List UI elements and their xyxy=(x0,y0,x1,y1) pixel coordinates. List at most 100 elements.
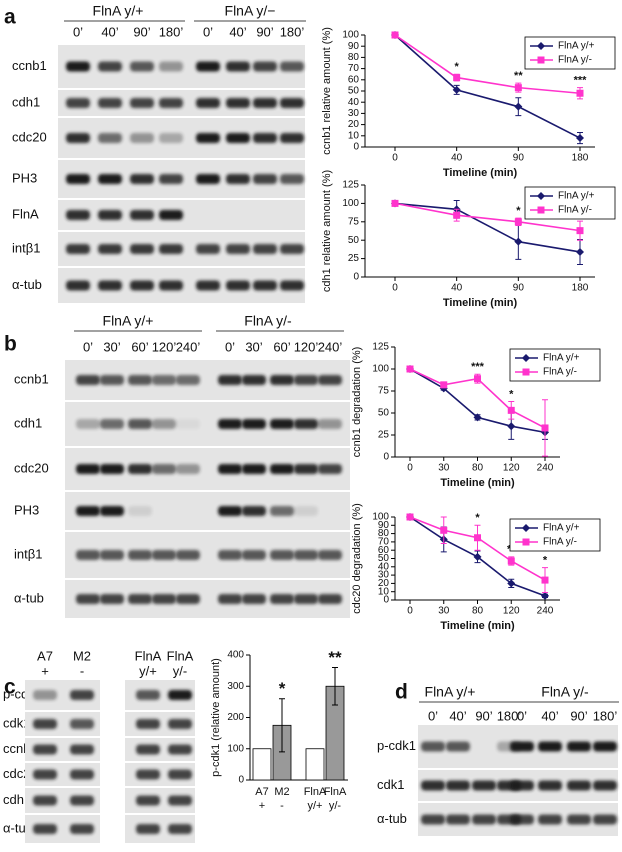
legend-box xyxy=(509,348,601,382)
marker xyxy=(507,422,516,431)
x-tick-label: + xyxy=(259,800,265,812)
lane-label: + xyxy=(41,663,49,678)
legend-label: FlnA y/+ xyxy=(543,353,580,364)
blot-band xyxy=(128,594,152,604)
row-label: cdh1 xyxy=(3,792,31,807)
lane-label: 40’ xyxy=(101,24,118,39)
blot-band xyxy=(270,506,294,516)
blot-band xyxy=(33,719,57,729)
blot-band xyxy=(421,780,445,791)
marker xyxy=(474,534,481,542)
blot-band xyxy=(318,419,342,429)
panel-label: d xyxy=(395,681,408,704)
marker xyxy=(576,247,584,256)
significance: *** xyxy=(574,75,588,87)
marker xyxy=(514,237,523,246)
marker xyxy=(391,31,399,39)
x-tick-label: 40 xyxy=(451,283,463,294)
blot-band xyxy=(70,719,94,729)
legend-box xyxy=(509,518,601,552)
y-tick-label: 0 xyxy=(353,142,359,153)
marker xyxy=(453,211,461,219)
marker xyxy=(453,74,461,82)
group-label: FlnA y/- xyxy=(244,313,292,329)
blot-band xyxy=(159,133,183,143)
blot-strip xyxy=(25,738,100,761)
y-tick-label: 100 xyxy=(342,30,359,41)
x-tick-label: 80 xyxy=(472,606,484,617)
y-axis-title: ccnb1 degradation (%) xyxy=(351,347,363,458)
y-tick-label: 70 xyxy=(348,63,360,74)
blot-band xyxy=(593,814,617,825)
lane-label: y/+ xyxy=(139,663,157,678)
marker xyxy=(514,84,522,92)
blot-band xyxy=(152,419,176,429)
y-tick-label: 200 xyxy=(227,712,244,723)
blot-band xyxy=(218,550,242,560)
significance: ** xyxy=(514,70,523,82)
blot-band xyxy=(446,814,470,825)
legend-box xyxy=(524,186,616,220)
blot-band xyxy=(472,814,496,825)
blot-band xyxy=(76,419,100,429)
blot-band xyxy=(76,594,100,604)
y-tick-label: 60 xyxy=(348,74,360,85)
blot-band xyxy=(270,464,294,474)
y-tick-label: 100 xyxy=(342,198,359,209)
row-label: FlnA xyxy=(12,206,39,221)
lane-label: 0’ xyxy=(517,708,527,723)
group-label: FlnA y/− xyxy=(225,3,276,19)
lane-label: 0’ xyxy=(83,339,93,354)
lane-label: 120’ xyxy=(294,339,319,354)
blot-band xyxy=(33,690,57,700)
marker xyxy=(452,85,461,94)
lane-label: 180’ xyxy=(280,24,305,39)
y-tick-label: 0 xyxy=(383,452,389,463)
lane-label: FlnA xyxy=(167,648,194,663)
marker xyxy=(514,218,522,226)
blot-band xyxy=(280,280,304,291)
lane-label: 60’ xyxy=(131,339,148,354)
blot-band xyxy=(66,61,90,72)
x-tick-label: y/- xyxy=(329,800,342,812)
blot-band xyxy=(176,550,200,560)
y-tick-label: 20 xyxy=(348,119,360,130)
blot-band xyxy=(567,814,591,825)
blot-band xyxy=(33,795,57,806)
legend-marker xyxy=(537,56,545,64)
blot-band xyxy=(136,690,160,700)
y-tick-label: 25 xyxy=(378,430,390,441)
blot-band xyxy=(100,419,124,429)
blot-band xyxy=(253,61,277,72)
lane-label: 90’ xyxy=(133,24,150,39)
lane-label: 120’ xyxy=(152,339,177,354)
blot-band xyxy=(66,133,90,143)
blot-band xyxy=(33,769,57,780)
blot-band xyxy=(270,594,294,604)
row-label: cdh1 xyxy=(12,94,40,109)
group-label: FlnA y/+ xyxy=(103,313,154,329)
row-label: PH3 xyxy=(12,170,37,185)
y-tick-label: 70 xyxy=(378,537,390,548)
blot-band xyxy=(98,133,122,143)
blot-band xyxy=(226,98,250,108)
blot-band xyxy=(280,133,304,143)
legend-marker xyxy=(537,192,545,200)
marker xyxy=(507,406,515,414)
y-tick-label: 90 xyxy=(378,520,390,531)
legend-label: FlnA y/+ xyxy=(543,523,580,534)
blot-band xyxy=(98,61,122,72)
legend-marker xyxy=(522,524,530,532)
x-tick-label: 180 xyxy=(572,153,589,164)
blot-band xyxy=(70,744,94,755)
lane-label: A7 xyxy=(37,648,53,663)
significance: * xyxy=(455,61,460,73)
y-tick-label: 30 xyxy=(348,108,360,119)
lane-label: 90’ xyxy=(256,24,273,39)
blot-band xyxy=(226,133,250,143)
lane-label: 60’ xyxy=(273,339,290,354)
y-tick-label: 80 xyxy=(348,52,360,63)
y-tick-label: 30 xyxy=(378,570,390,581)
blot-band xyxy=(66,280,90,291)
